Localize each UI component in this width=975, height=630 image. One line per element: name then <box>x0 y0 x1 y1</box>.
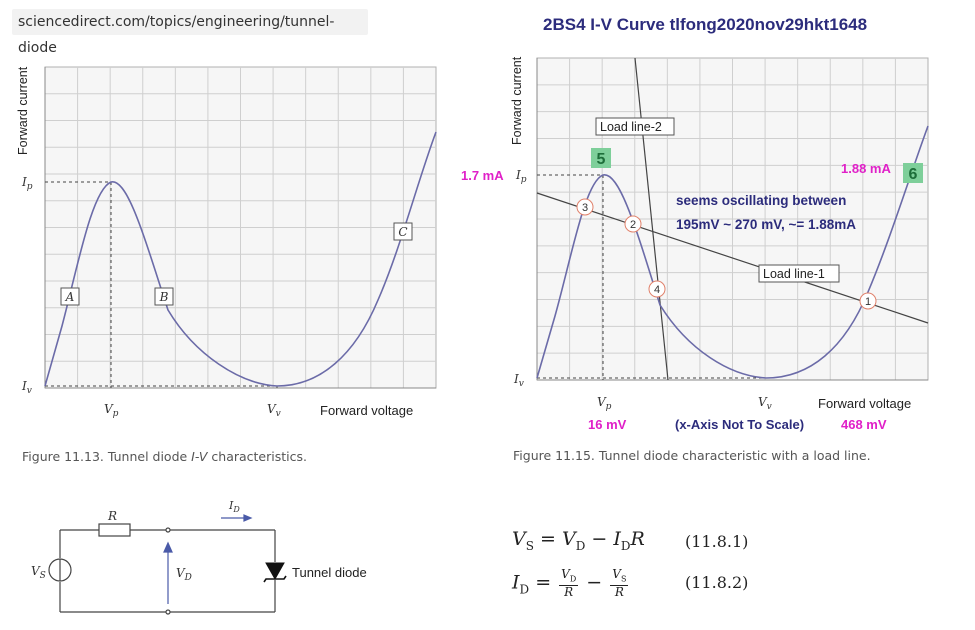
ip-value: 1.7 mA <box>461 168 504 183</box>
url-bar[interactable]: sciencedirect.com/topics/engineering/tun… <box>12 9 368 56</box>
left-region-b: B <box>159 290 169 304</box>
left-figure-caption: Figure 11.13. Tunnel diode I-V character… <box>22 449 307 464</box>
left-region-a: A <box>65 290 75 304</box>
resistor-label: R <box>107 509 117 523</box>
left-region-a-box <box>60 287 80 306</box>
node-bottom <box>165 609 171 615</box>
diode-bar <box>263 575 287 583</box>
source-label: VS <box>31 564 46 581</box>
x-axis-note: (x-Axis Not To Scale) <box>675 417 804 432</box>
vp-value: 16 mV <box>588 417 627 432</box>
point-2-circle <box>624 215 642 233</box>
tunnel-diode-label: Tunnel diode <box>292 565 367 580</box>
right-x-axis-label: Forward voltage <box>818 396 911 411</box>
left-region-c: C <box>398 225 407 239</box>
point-4-label: 4 <box>654 284 660 296</box>
left-x-axis-label: Forward voltage <box>320 403 413 418</box>
right-ip-label: Ip <box>515 168 527 185</box>
load-line-2-label: Load line-2 <box>600 120 662 134</box>
left-region-c-box <box>393 222 413 241</box>
fraction-vd-over-r: VD R <box>559 567 579 600</box>
point-2-label: 2 <box>630 219 636 231</box>
circuit-diagram <box>48 514 276 615</box>
left-plot: A B C Forward current Forward voltage Ip… <box>16 66 437 419</box>
right-vp-label: Vp <box>597 395 612 412</box>
badge-5 <box>591 148 611 168</box>
point-1-circle <box>859 292 877 310</box>
fraction-vs-over-r: VS R <box>610 567 629 600</box>
equation-2: ID = VD R − VS R <box>512 567 629 600</box>
diode-triangle <box>265 562 285 581</box>
id-arrow-head <box>243 514 253 522</box>
right-vv-label: Vv <box>758 395 772 412</box>
right-figure-title: 2BS4 I-V Curve tlfong2020nov29hkt1648 <box>543 15 868 34</box>
right-y-axis-label: Forward current <box>510 56 524 145</box>
left-iv-label: Iv <box>21 379 32 396</box>
left-y-axis-label: Forward current <box>16 66 30 155</box>
load-line-2 <box>634 57 669 381</box>
point-3-label: 3 <box>582 202 588 214</box>
point-3-circle <box>576 198 594 216</box>
peak-value: 1.88 mA <box>841 161 891 176</box>
vv-value: 468 mV <box>841 417 887 432</box>
left-region-b-box <box>154 287 174 306</box>
point-1-label: 1 <box>865 296 871 308</box>
right-figure-caption: Figure 11.15. Tunnel diode characteristi… <box>513 448 871 463</box>
badge-6 <box>903 163 923 183</box>
right-iv-curve <box>536 125 929 379</box>
left-vp-label: Vp <box>104 402 119 419</box>
left-iv-curve <box>44 131 437 387</box>
left-vv-label: Vv <box>267 402 281 419</box>
load-line-1-label: Load line-1 <box>763 267 825 281</box>
right-iv-label: Iv <box>513 372 524 389</box>
equation-1-number: (11.8.1) <box>685 532 749 551</box>
vd-arrow-head <box>163 541 173 553</box>
resistor <box>98 523 131 537</box>
badge-6-label: 6 <box>909 166 918 183</box>
id-label: ID <box>228 499 240 514</box>
vd-label: VD <box>176 566 192 583</box>
badge-5-label: 5 <box>597 151 606 168</box>
annotation-line-1: seems oscillating between <box>676 193 846 208</box>
equation-2-number: (11.8.2) <box>685 573 749 592</box>
right-plot: Load line-2 Load line-1 1 2 3 4 5 6 1.88… <box>461 56 929 432</box>
annotation-line-2: 195mV ~ 270 mV, ~= 1.88mA <box>676 217 856 232</box>
node-top <box>165 527 171 533</box>
load-line-2-box <box>595 117 675 136</box>
point-4-circle <box>648 280 666 298</box>
tunnel-diode-symbol <box>263 562 287 583</box>
load-line-1-box <box>758 264 840 283</box>
equation-1: VS = VD − IDR <box>512 528 645 553</box>
left-ip-label: Ip <box>21 175 33 192</box>
